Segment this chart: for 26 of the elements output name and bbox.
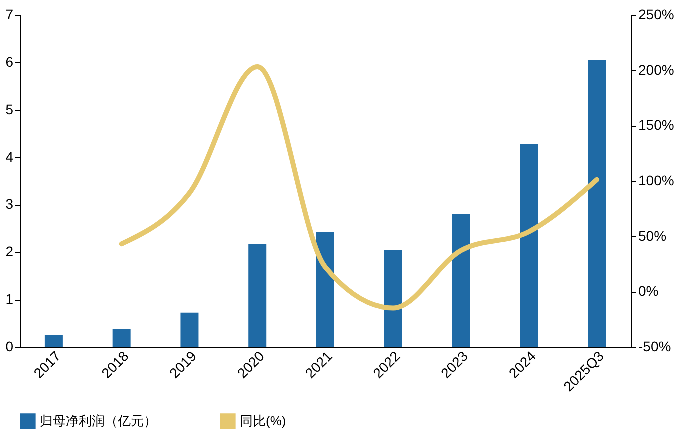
bar xyxy=(180,312,199,347)
y-tick-label: 1 xyxy=(6,291,14,308)
y-tick-label: 4 xyxy=(6,148,14,165)
legend-label: 同比(%) xyxy=(240,413,286,428)
bar xyxy=(384,250,402,347)
y2-tick-label: 250% xyxy=(638,6,674,22)
bar xyxy=(112,328,131,347)
bar xyxy=(44,335,63,347)
y2-tick-label: -50% xyxy=(638,338,672,354)
bar xyxy=(520,144,538,347)
y-tick-label: 7 xyxy=(6,6,14,22)
bar xyxy=(316,232,334,347)
y-tick-label: 3 xyxy=(6,196,14,212)
y2-tick-label: 0% xyxy=(638,283,659,300)
bar xyxy=(452,214,470,347)
y-tick-label: 2 xyxy=(6,244,14,260)
bar xyxy=(588,60,606,347)
y-tick-label: 6 xyxy=(6,54,14,70)
y-tick-label: 0 xyxy=(6,338,14,354)
y2-tick-label: 50% xyxy=(638,228,667,244)
legend-label: 归母净利润（亿元） xyxy=(40,413,157,428)
y2-tick-label: 100% xyxy=(638,172,674,188)
bar xyxy=(248,244,267,347)
y2-tick-label: 200% xyxy=(638,62,674,78)
y-tick-label: 5 xyxy=(6,101,14,118)
y2-tick-label: 150% xyxy=(638,117,674,134)
